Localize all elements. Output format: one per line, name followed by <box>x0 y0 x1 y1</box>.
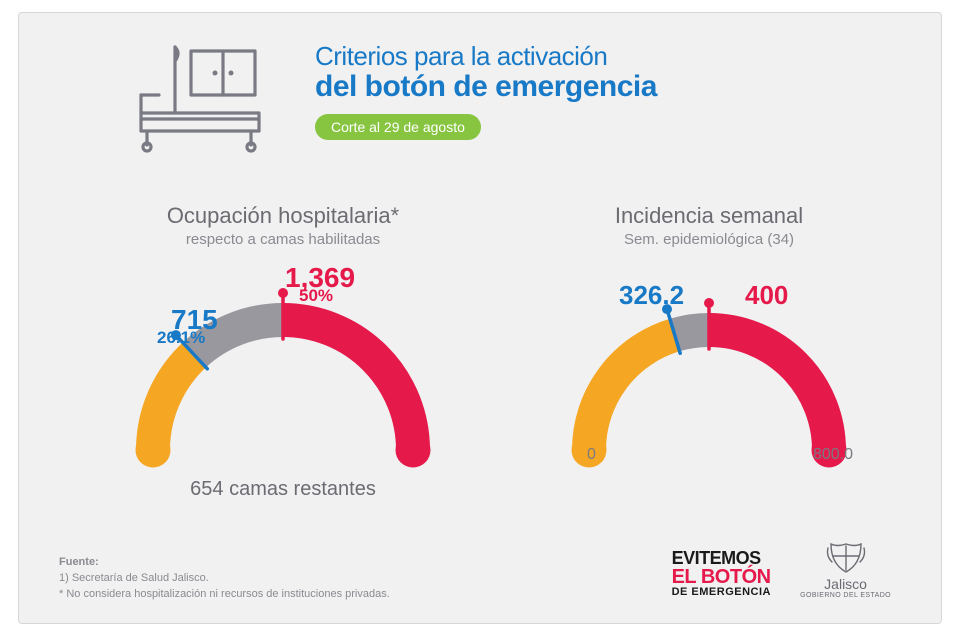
evitemos-line1: EVITEMOS <box>672 550 771 567</box>
evitemos-logo: EVITEMOS EL BOTÓN DE EMERGENCIA <box>672 550 771 597</box>
date-badge: Corte al 29 de agosto <box>315 114 481 140</box>
jalisco-name: Jalisco <box>800 576 891 592</box>
gauges-row: Ocupación hospitalaria* respecto a camas… <box>19 203 941 523</box>
jalisco-sub: GOBIERNO DEL ESTADO <box>800 592 891 599</box>
footer: Fuente: 1) Secretaría de Salud Jalisco. … <box>59 533 901 603</box>
pointer-value-current: 326.2 <box>619 280 684 311</box>
gauge-caption: 654 camas restantes <box>73 478 493 501</box>
evitemos-line3: DE EMERGENCIA <box>672 587 771 597</box>
pointer-pct-threshold: 50% <box>299 286 333 306</box>
hospital-bed-icon <box>129 45 269 153</box>
source-header: Fuente: <box>59 556 99 568</box>
gauge-subtitle: Sem. epidemiológica (34) <box>519 231 899 248</box>
infographic-card: Criterios para la activación del botón d… <box>18 12 942 624</box>
gauge-title: Incidencia semanal <box>519 203 899 229</box>
gauge-incidence: Incidencia semanal Sem. epidemiológica (… <box>519 203 899 470</box>
evitemos-line2: EL BOTÓN <box>672 568 771 587</box>
title-line2: del botón de emergencia <box>315 70 657 104</box>
gauge-chart: 715 26.1% 1,369 50% <box>113 270 453 470</box>
jalisco-logo: Jalisco GOBIERNO DEL ESTADO <box>800 540 891 599</box>
gauge-subtitle: respecto a camas habilitadas <box>73 231 493 248</box>
gauge-chart: 326.2 400 0 800.0 <box>549 270 869 470</box>
title-line1: Criterios para la activación <box>315 41 657 72</box>
title-block: Criterios para la activación del botón d… <box>315 41 657 140</box>
source-line2: * No considera hospitalización ni recurs… <box>59 588 390 600</box>
pointer-pct-current: 26.1% <box>157 328 205 348</box>
gauge-title: Ocupación hospitalaria* <box>73 203 493 229</box>
source-text: Fuente: 1) Secretaría de Salud Jalisco. … <box>59 555 390 603</box>
gauge-occupancy: Ocupación hospitalaria* respecto a camas… <box>73 203 493 501</box>
scale-min: 0 <box>587 446 596 464</box>
header: Criterios para la activación del botón d… <box>19 37 941 167</box>
crest-icon <box>825 540 867 574</box>
pointer-value-threshold: 400 <box>745 280 788 311</box>
source-line1: 1) Secretaría de Salud Jalisco. <box>59 572 209 584</box>
scale-max: 800.0 <box>813 446 853 464</box>
